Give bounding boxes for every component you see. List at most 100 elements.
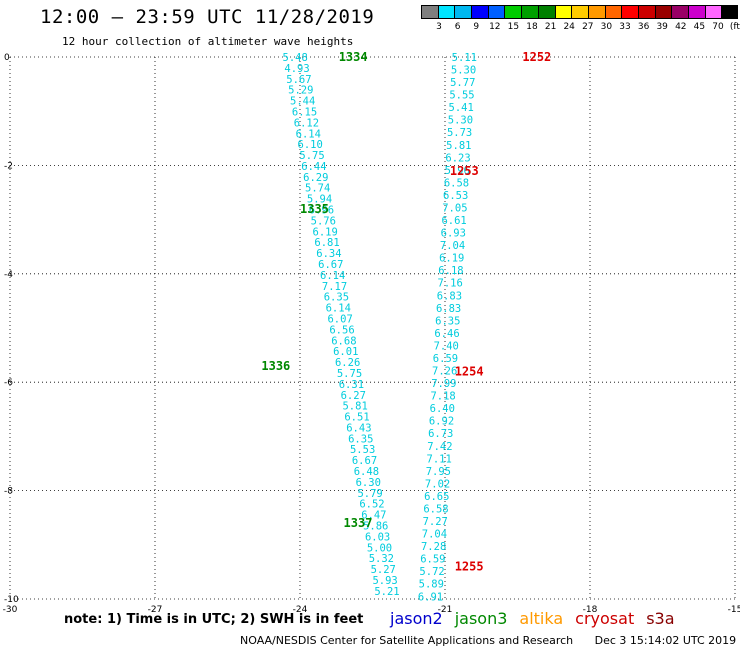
color-scale-label: 18 (526, 22, 538, 32)
pass-number-label: 1253 (450, 164, 479, 178)
y-tick-label: 0 (4, 53, 10, 63)
wave-height-value: 6.35 (348, 433, 373, 445)
pass-number-label: 1254 (455, 364, 484, 378)
wave-height-value: 6.91 (418, 591, 443, 603)
color-scale-label: 15 (507, 22, 520, 32)
wave-height-value: 5.44 (290, 96, 315, 108)
wave-height-value: 6.43 (346, 422, 371, 434)
pass-number-label: 1334 (339, 50, 368, 64)
wave-height-value: 7.27 (423, 516, 448, 528)
color-swatch (721, 5, 739, 19)
wave-height-value: 7.18 (430, 391, 455, 403)
grid-lines (9, 56, 736, 600)
x-tick-label: -24 (293, 605, 308, 615)
color-swatch (654, 5, 672, 19)
wave-height-value: 7.11 (427, 453, 452, 465)
wave-height-value: 6.30 (356, 477, 381, 489)
wave-height-value: 6.19 (439, 253, 464, 265)
wave-height-value: 6.73 (428, 428, 453, 440)
wave-height-value: 6.48 (354, 466, 379, 478)
wave-height-value: 5.30 (451, 65, 476, 77)
wave-height-value: 6.52 (359, 499, 384, 511)
color-scale-label: 30 (600, 22, 613, 32)
wave-height-value: 6.26 (335, 357, 360, 369)
wave-height-value: 7.04 (422, 529, 447, 541)
page-subtitle: 12 hour collection of altimeter wave hei… (62, 35, 354, 48)
legend-item-cryosat: cryosat (575, 609, 635, 628)
wave-height-value: 6.34 (316, 248, 341, 260)
color-scale-label: 42 (675, 22, 687, 32)
y-tick-label: -2 (4, 161, 13, 171)
wave-height-value: 6.44 (301, 161, 326, 173)
y-tick-label: -4 (4, 270, 13, 280)
wave-height-value: 5.79 (357, 488, 382, 500)
wave-height-value: 5.48 (283, 52, 308, 64)
wave-height-value: 6.92 (429, 416, 454, 428)
wave-height-value: 6.96 (309, 205, 334, 217)
x-tick-label: -18 (583, 605, 598, 615)
wave-height-value: 5.00 (367, 542, 392, 554)
wave-height-value: 7.05 (442, 202, 467, 214)
wave-height-value: 5.74 (305, 183, 330, 195)
x-tick-label: -21 (438, 605, 453, 615)
wave-height-value: 5.89 (419, 579, 444, 591)
wave-height-value: 6.81 (314, 237, 339, 249)
color-swatch (421, 5, 438, 19)
color-scale-label: 24 (563, 22, 575, 32)
wave-height-value: 7.42 (427, 441, 452, 453)
color-swatch (554, 5, 572, 19)
wave-height-value: 6.10 (298, 139, 323, 151)
wave-height-value: 5.11 (452, 52, 477, 64)
wave-height-value: 6.67 (318, 259, 343, 271)
color-scale-label: 12 (489, 22, 501, 32)
wave-height-value: 6.15 (292, 106, 317, 118)
color-swatch (688, 5, 705, 19)
wave-height-value: 6.68 (331, 335, 356, 347)
color-swatch (437, 5, 455, 19)
satellite-legend: jason2 jason3 altika cryosat s3a (390, 609, 687, 628)
pass-number-label: 1252 (522, 50, 551, 64)
wave-height-value: 5.30 (448, 115, 473, 127)
units-note: note: 1) Time is in UTC; 2) SWH is in fe… (64, 612, 364, 627)
wave-height-value: 6.35 (324, 292, 349, 304)
color-swatch (604, 5, 622, 19)
wave-height-value: 5.21 (374, 586, 399, 598)
wave-height-value: 6.14 (326, 303, 351, 315)
wave-height-value: 6.31 (339, 379, 364, 391)
color-scale-label: 36 (637, 22, 650, 32)
wave-height-value: 7.02 (425, 478, 450, 490)
wave-height-value: 7.40 (434, 340, 459, 352)
pass-number-label: 1336 (261, 359, 290, 373)
altimeter-tracks: 5.484.935.675.295.446.156.126.146.105.75… (283, 52, 477, 603)
wave-height-value: 6.18 (438, 265, 463, 277)
color-swatch (471, 5, 488, 19)
x-tick-label: -27 (148, 605, 163, 615)
wave-height-value: 5.93 (372, 575, 397, 587)
color-scale-label: 21 (544, 22, 557, 32)
wave-height-value: 5.41 (449, 102, 474, 114)
wave-height-value: 5.76 (311, 215, 336, 227)
wave-height-value: 5.32 (369, 553, 394, 565)
wave-height-value: 6.03 (365, 531, 390, 543)
wave-height-value: 7.26 (432, 366, 457, 378)
color-swatch (704, 5, 722, 19)
x-axis-labels: -30 -27 -24 -21 -18 -15 (3, 605, 740, 615)
wave-height-value: 6.51 (344, 412, 369, 424)
color-scale-label: 9 (473, 22, 480, 32)
wave-height-value: 5.72 (419, 566, 444, 578)
generated-date: Dec 3 15:14:02 UTC 2019 (594, 634, 737, 647)
wave-height-value: 7.17 (322, 281, 347, 293)
wave-height-value: 7.04 (440, 240, 465, 252)
wave-height-value: 6.58 (444, 177, 469, 189)
wave-height-value: 6.12 (294, 117, 319, 129)
wave-height-value: 6.40 (430, 403, 455, 415)
legend-item-altika: altika (519, 609, 564, 628)
wave-height-value: 7.16 (438, 278, 463, 290)
wave-height-value: 6.65 (424, 491, 449, 503)
y-axis-labels: 0 -2 -4 -6 -8 -10 (4, 53, 19, 605)
color-scale-label: 39 (656, 22, 668, 32)
wave-height-value: 5.55 (449, 90, 474, 102)
legend-item-jason3: jason3 (454, 609, 508, 628)
color-swatch (504, 5, 522, 19)
